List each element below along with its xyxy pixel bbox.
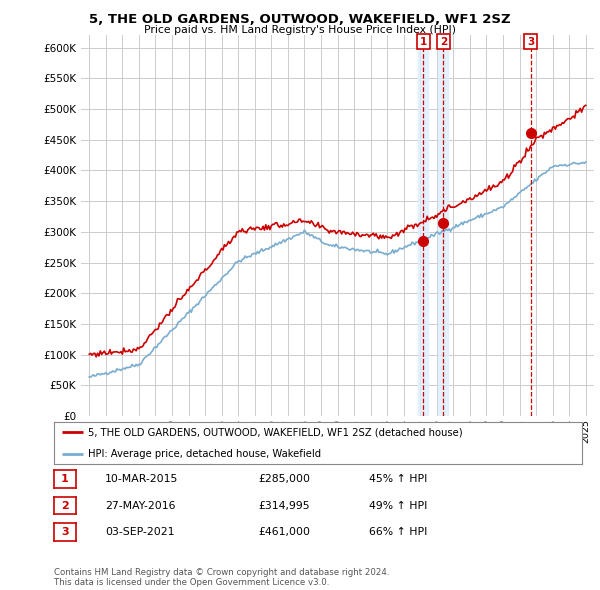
Text: 03-SEP-2021: 03-SEP-2021 (105, 527, 175, 537)
Text: 66% ↑ HPI: 66% ↑ HPI (369, 527, 427, 537)
Bar (439, 35, 448, 416)
Text: £461,000: £461,000 (258, 527, 310, 537)
Text: 49% ↑ HPI: 49% ↑ HPI (369, 501, 427, 510)
Text: £285,000: £285,000 (258, 474, 310, 484)
Text: HPI: Average price, detached house, Wakefield: HPI: Average price, detached house, Wake… (88, 449, 322, 458)
Text: £314,995: £314,995 (258, 501, 310, 510)
Text: 2: 2 (61, 501, 68, 510)
Text: 2: 2 (440, 37, 447, 47)
Text: 27-MAY-2016: 27-MAY-2016 (105, 501, 176, 510)
Text: 1: 1 (61, 474, 68, 484)
Text: 5, THE OLD GARDENS, OUTWOOD, WAKEFIELD, WF1 2SZ: 5, THE OLD GARDENS, OUTWOOD, WAKEFIELD, … (89, 13, 511, 26)
Text: 10-MAR-2015: 10-MAR-2015 (105, 474, 178, 484)
Bar (418, 35, 428, 416)
Text: 3: 3 (61, 527, 68, 537)
Text: Price paid vs. HM Land Registry's House Price Index (HPI): Price paid vs. HM Land Registry's House … (144, 25, 456, 35)
Text: 45% ↑ HPI: 45% ↑ HPI (369, 474, 427, 484)
Text: 5, THE OLD GARDENS, OUTWOOD, WAKEFIELD, WF1 2SZ (detached house): 5, THE OLD GARDENS, OUTWOOD, WAKEFIELD, … (88, 428, 463, 437)
Text: 1: 1 (420, 37, 427, 47)
Text: Contains HM Land Registry data © Crown copyright and database right 2024.
This d: Contains HM Land Registry data © Crown c… (54, 568, 389, 587)
Text: 3: 3 (527, 37, 534, 47)
